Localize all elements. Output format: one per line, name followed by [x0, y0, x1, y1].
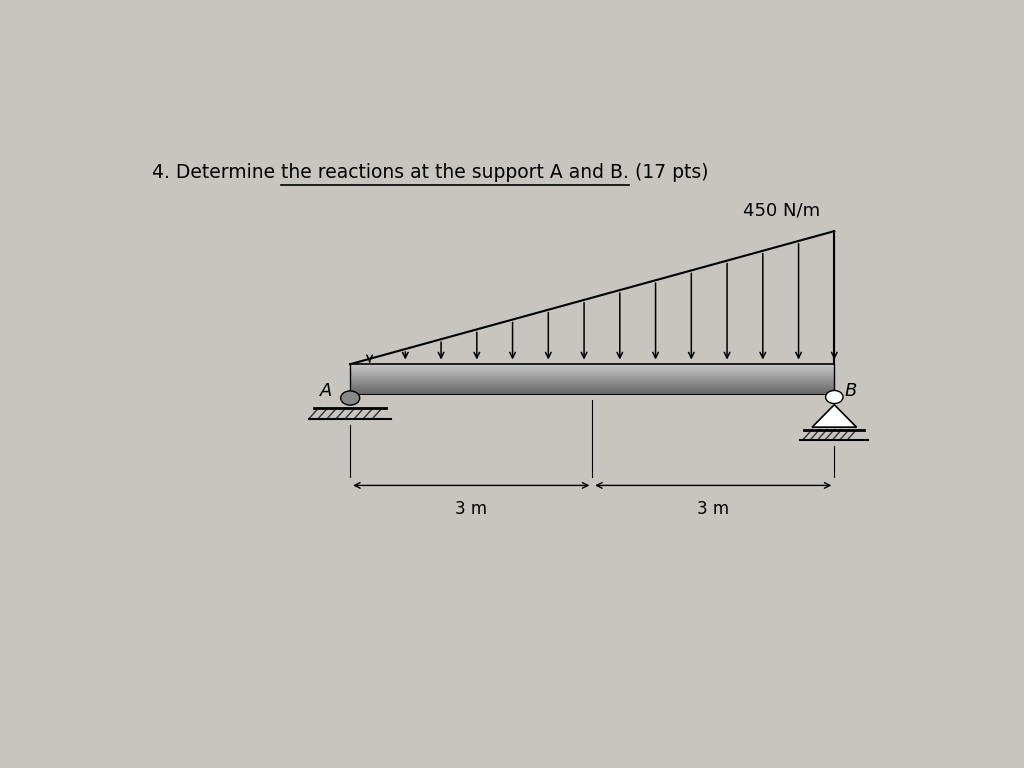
Text: (17 pts): (17 pts) [629, 163, 709, 182]
Text: A: A [321, 382, 333, 400]
Text: 3 m: 3 m [456, 500, 487, 518]
Text: 4. Determine: 4. Determine [152, 163, 281, 182]
Circle shape [825, 390, 843, 403]
Text: B: B [845, 382, 857, 400]
Text: 450 N/m: 450 N/m [743, 201, 820, 220]
Polygon shape [812, 405, 856, 427]
Circle shape [341, 391, 359, 405]
Text: the reactions at the support A and B.: the reactions at the support A and B. [281, 163, 629, 182]
Text: 3 m: 3 m [697, 500, 729, 518]
